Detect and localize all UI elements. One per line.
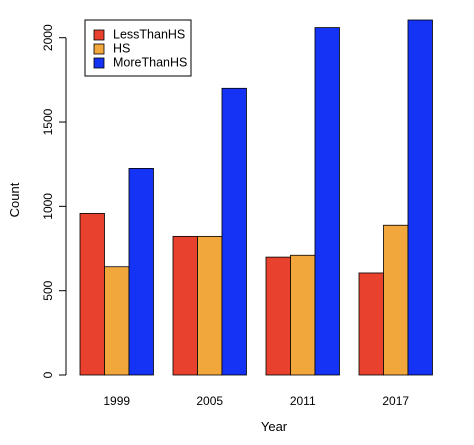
- bar-MoreThanHS-2011: [314, 27, 340, 376]
- x-tick-label: 2005: [196, 394, 223, 408]
- bar-HS-2017: [383, 224, 409, 376]
- y-tick-label: 1000: [41, 193, 55, 220]
- y-axis-title: Count: [7, 182, 22, 217]
- bar-MoreThanHS-1999: [128, 168, 154, 376]
- bars: [79, 19, 433, 376]
- y-tick-label: 1500: [41, 108, 55, 135]
- legend-swatch-HS: [93, 43, 105, 55]
- x-axis: 1999 2005 2011 2017: [103, 394, 409, 408]
- x-tick-label: 2011: [290, 394, 316, 408]
- x-axis-title: Year: [261, 419, 288, 434]
- y-tick-label: 500: [41, 280, 55, 300]
- bar-LessThanHS-2017: [358, 272, 384, 376]
- x-tick-label: 2017: [382, 394, 409, 408]
- legend-label-MoreThanHS: MoreThanHS: [113, 55, 187, 69]
- bar-LessThanHS-2011: [265, 256, 291, 376]
- bar-LessThanHS-2005: [172, 235, 198, 376]
- legend-label-LessThanHS: LessThanHS: [113, 27, 185, 41]
- y-axis: 0 500 1000 1500 2000: [41, 24, 67, 378]
- bar-HS-1999: [104, 266, 130, 376]
- bar-HS-2011: [290, 254, 316, 376]
- y-tick-label: 0: [41, 371, 55, 378]
- legend-swatch-LessThanHS: [93, 29, 105, 41]
- legend-label-HS: HS: [113, 41, 130, 55]
- bar-MoreThanHS-2017: [407, 19, 433, 376]
- bar-MoreThanHS-2005: [221, 87, 247, 376]
- bar-HS-2005: [197, 235, 223, 376]
- bar-LessThanHS-1999: [79, 213, 105, 376]
- legend-swatch-MoreThanHS: [93, 57, 105, 69]
- y-tick-label: 2000: [41, 24, 55, 51]
- x-tick-label: 1999: [103, 394, 130, 408]
